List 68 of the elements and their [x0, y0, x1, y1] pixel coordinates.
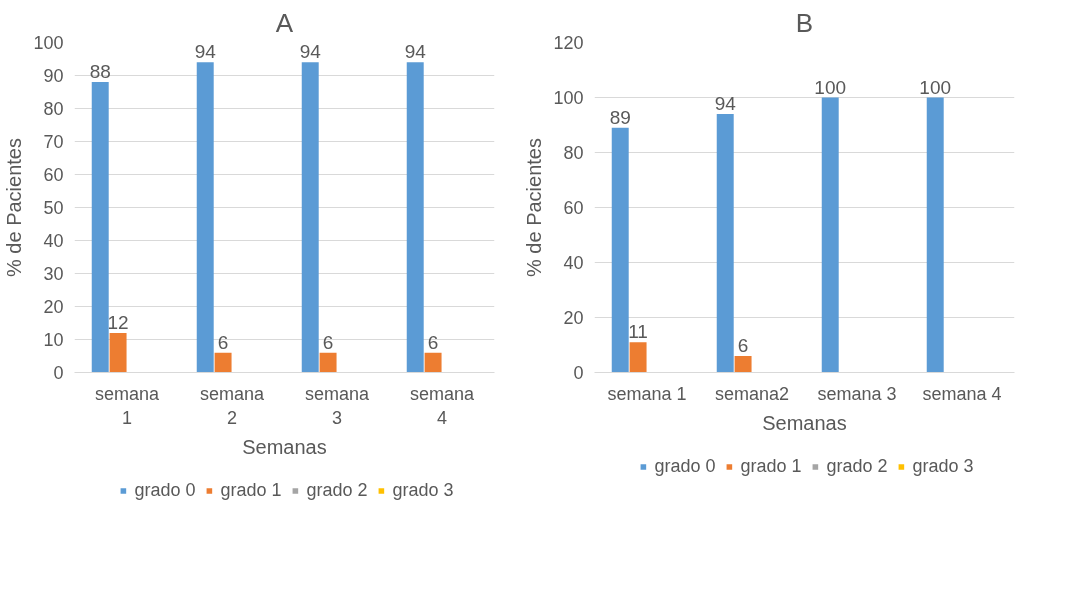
data-label: 94 — [299, 41, 322, 63]
y-tick-label: 10 — [43, 330, 64, 350]
data-label: 6 — [427, 331, 439, 353]
data-label: 6 — [217, 331, 229, 353]
data-label: 94 — [404, 41, 427, 63]
bar — [611, 127, 629, 373]
x-tick-label: semana 2 — [199, 383, 266, 428]
bar — [301, 62, 319, 373]
y-tick-label: 20 — [43, 297, 64, 317]
y-tick-label: 40 — [43, 231, 64, 251]
data-label: 12 — [107, 311, 129, 333]
legend-label: grado 1 — [220, 479, 282, 501]
x-tick-label: semana 1 — [607, 383, 687, 404]
bar — [196, 62, 214, 373]
y-tick-label: 0 — [53, 363, 64, 383]
legend-label: grado 0 — [654, 455, 716, 477]
y-tick-label: 20 — [563, 308, 584, 328]
y-tick-label: 80 — [43, 99, 64, 119]
x-tick-label: semana 4 — [409, 383, 476, 428]
y-axis-title: % de Pacientes — [523, 138, 546, 277]
data-label: 11 — [628, 321, 648, 343]
data-label: 94 — [194, 41, 217, 63]
y-tick-label: 40 — [563, 253, 584, 273]
y-tick-label: 60 — [563, 198, 584, 218]
bar — [319, 352, 337, 373]
x-tick-label: semana 1 — [94, 383, 161, 428]
y-tick-label: 50 — [43, 198, 64, 218]
bar — [821, 97, 839, 373]
x-tick-label: semana2 — [714, 383, 790, 404]
bar — [91, 82, 109, 373]
y-tick-label: 100 — [33, 33, 64, 53]
legend-label: grado 2 — [306, 479, 368, 501]
data-label: 6 — [322, 331, 334, 353]
chart-title: B — [795, 7, 814, 38]
chart-title: A — [275, 7, 294, 38]
bar — [629, 342, 647, 373]
legend-label: grado 2 — [826, 455, 888, 477]
bar — [716, 114, 734, 373]
x-axis-title: Semanas — [242, 435, 327, 458]
bar — [734, 356, 752, 373]
data-label: 94 — [714, 93, 737, 114]
bar — [214, 352, 232, 373]
data-label: 88 — [89, 61, 111, 83]
y-axis-title: % de Pacientes — [3, 138, 26, 277]
data-label: 89 — [609, 106, 631, 128]
legend-label: grado 1 — [740, 455, 802, 477]
y-tick-label: 60 — [43, 165, 64, 185]
x-tick-label: semana 4 — [922, 383, 1002, 404]
x-tick-label: semana 3 — [304, 383, 371, 428]
data-label: 6 — [737, 335, 749, 356]
legend-label: grado 3 — [392, 479, 454, 501]
bar — [926, 97, 944, 373]
y-tick-label: 30 — [43, 264, 64, 284]
data-label: 100 — [814, 76, 847, 98]
legend-label: grado 3 — [912, 455, 974, 477]
bar — [406, 62, 424, 373]
y-tick-label: 80 — [563, 143, 584, 163]
bar — [424, 352, 442, 373]
data-label: 100 — [919, 76, 952, 98]
x-tick-label: semana 3 — [817, 383, 897, 404]
legend-label: grado 0 — [134, 479, 196, 501]
bar — [109, 332, 127, 373]
y-tick-label: 0 — [573, 363, 584, 383]
y-tick-label: 90 — [43, 66, 64, 86]
y-tick-label: 120 — [553, 33, 584, 53]
y-tick-label: 70 — [43, 132, 64, 152]
x-axis-title: Semanas — [762, 411, 847, 434]
y-tick-label: 100 — [553, 88, 584, 108]
